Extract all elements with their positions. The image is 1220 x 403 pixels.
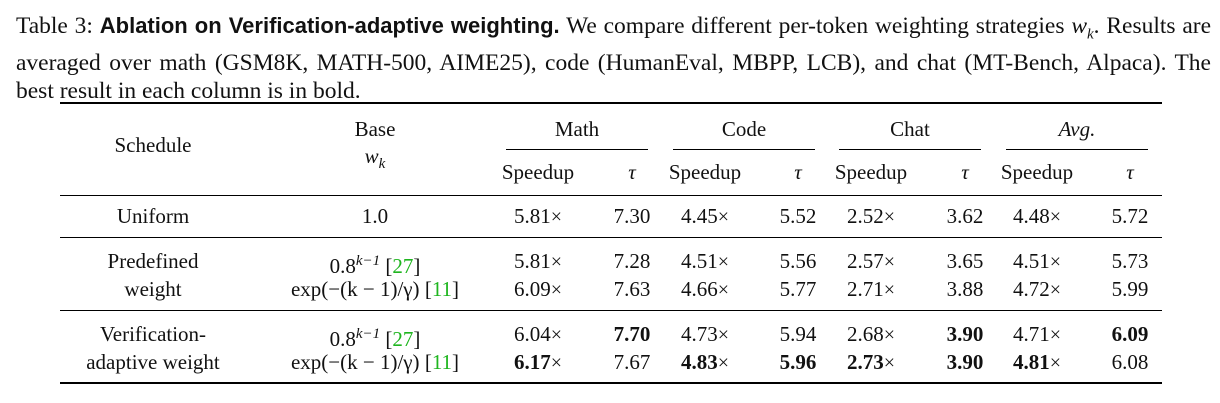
cell-speedup: 2.71× — [846, 277, 896, 301]
cell-speedup: 2.57× — [846, 249, 896, 273]
header-group-avg: Avg. — [1058, 117, 1096, 141]
header-rule — [60, 195, 1162, 196]
cell-tau: 3.62 — [946, 204, 984, 228]
table-caption: Table 3: Ablation on Verification-adapti… — [16, 12, 1211, 105]
subheader-tau: τ — [961, 160, 969, 184]
header-group-math: Math — [554, 117, 600, 141]
top-rule — [60, 102, 1162, 104]
cmidrule-chat — [839, 149, 981, 150]
cell-speedup: 4.71× — [1012, 322, 1062, 346]
row-schedule-label: Predefined — [107, 249, 199, 273]
caption-symbol: wk — [1071, 13, 1094, 43]
cell-speedup: 2.73× — [846, 350, 896, 374]
citation-link[interactable]: [27] — [385, 254, 421, 278]
cell-speedup: 2.68× — [846, 322, 896, 346]
cell-tau: 7.28 — [613, 249, 651, 273]
cell-tau: 6.09 — [1111, 322, 1149, 346]
row-base-weight: 0.8k−1 [27] — [329, 326, 421, 351]
row-schedule-label: weight — [124, 277, 182, 301]
cell-tau: 5.94 — [779, 322, 817, 346]
row-base-weight: exp(−(k − 1)/γ) [11] — [290, 277, 460, 301]
header-base: Base — [354, 117, 396, 141]
header-group-code: Code — [721, 117, 767, 141]
cell-speedup: 6.17× — [513, 350, 563, 374]
header-base-symbol: wk — [364, 144, 386, 173]
cell-speedup: 5.81× — [513, 204, 563, 228]
cell-speedup: 6.04× — [513, 322, 563, 346]
group-rule-1 — [60, 237, 1162, 238]
cell-speedup: 4.81× — [1012, 350, 1062, 374]
cell-tau: 7.67 — [613, 350, 651, 374]
cell-tau: 5.52 — [779, 204, 817, 228]
cell-speedup: 4.66× — [680, 277, 730, 301]
row-base-weight: 0.8k−1 [27] — [329, 253, 421, 278]
cell-speedup: 4.48× — [1012, 204, 1062, 228]
cmidrule-code — [673, 149, 815, 150]
cell-speedup: 4.51× — [680, 249, 730, 273]
cell-tau: 5.99 — [1111, 277, 1149, 301]
caption-title: Ablation on Verification-adaptive weight… — [99, 13, 560, 38]
subheader-tau: τ — [794, 160, 802, 184]
cell-tau: 7.63 — [613, 277, 651, 301]
row-base-weight: 1.0 — [361, 204, 389, 228]
subheader-speedup: Speedup — [834, 160, 908, 184]
group-rule-2 — [60, 310, 1162, 311]
cell-speedup: 4.73× — [680, 322, 730, 346]
row-schedule-label: Uniform — [116, 204, 190, 228]
caption-text-2: . Results are averaged over math (GSM8K,… — [16, 13, 1212, 76]
caption-label: Table 3: — [16, 13, 93, 39]
citation-link[interactable]: [11] — [424, 350, 460, 374]
row-base-weight: exp(−(k − 1)/γ) [11] — [290, 350, 460, 374]
cell-tau: 5.72 — [1111, 204, 1149, 228]
cell-tau: 5.96 — [779, 350, 817, 374]
cell-tau: 7.70 — [613, 322, 651, 346]
cell-tau: 3.90 — [946, 322, 984, 346]
citation-link[interactable]: [27] — [385, 327, 421, 351]
cell-speedup: 4.51× — [1012, 249, 1062, 273]
subheader-tau: τ — [628, 160, 636, 184]
cell-tau: 3.65 — [946, 249, 984, 273]
cell-tau: 5.77 — [779, 277, 817, 301]
cell-speedup: 4.83× — [680, 350, 730, 374]
bottom-rule — [60, 382, 1162, 384]
cell-speedup: 4.72× — [1012, 277, 1062, 301]
header-schedule: Schedule — [114, 133, 192, 157]
cell-speedup: 5.81× — [513, 249, 563, 273]
cell-tau: 3.88 — [946, 277, 984, 301]
cell-speedup: 4.45× — [680, 204, 730, 228]
cmidrule-math — [506, 149, 648, 150]
header-group-chat: Chat — [890, 117, 930, 141]
subheader-tau: τ — [1126, 160, 1134, 184]
row-schedule-label: adaptive weight — [86, 350, 220, 374]
cell-speedup: 6.09× — [513, 277, 563, 301]
citation-link[interactable]: [11] — [424, 277, 460, 301]
row-schedule-label: Verification- — [99, 322, 207, 346]
subheader-speedup: Speedup — [668, 160, 742, 184]
caption-text-1: We compare different per-token weighting… — [566, 13, 1065, 39]
cell-speedup: 2.52× — [846, 204, 896, 228]
cell-tau: 7.30 — [613, 204, 651, 228]
subheader-speedup: Speedup — [1000, 160, 1074, 184]
caption-text-3: chat (MT-Bench, Alpaca). The best result… — [16, 49, 1211, 104]
cell-tau: 6.08 — [1111, 350, 1149, 374]
cell-tau: 5.56 — [779, 249, 817, 273]
cmidrule-avg — [1006, 149, 1148, 150]
cell-tau: 5.73 — [1111, 249, 1149, 273]
cell-tau: 3.90 — [946, 350, 984, 374]
subheader-speedup: Speedup — [501, 160, 575, 184]
